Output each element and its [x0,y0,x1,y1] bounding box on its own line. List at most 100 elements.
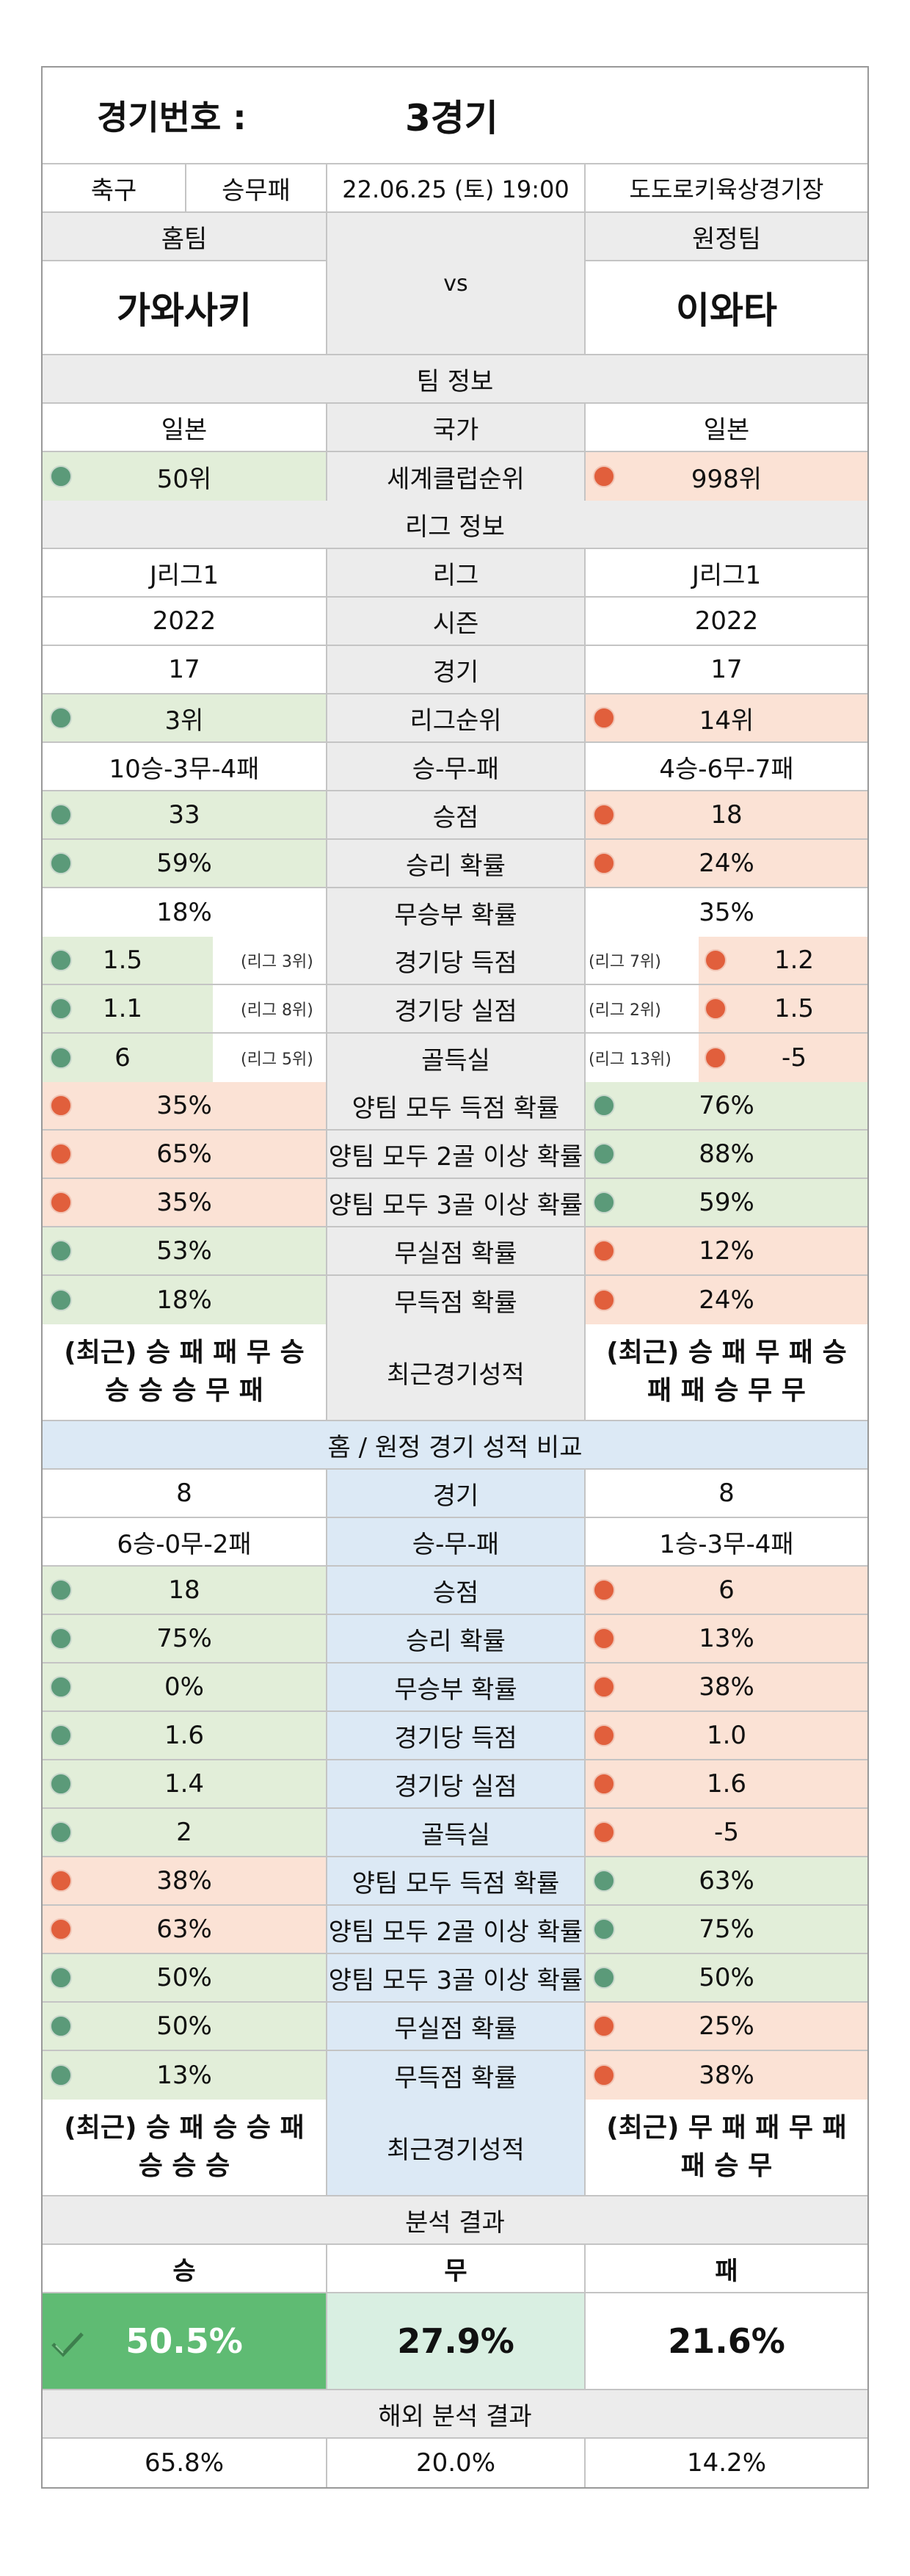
stat-row: 10승-3무-4패 승-무-패 4승-6무-7패 [43,743,867,791]
sport-cell: 축구 [43,164,186,211]
away-stat-value: 8 [718,1479,735,1508]
home-stat-value: 50% [156,1963,212,1992]
home-stat-value: 35% [156,1091,212,1120]
match-number-row: 경기번호 : 3경기 [43,68,867,164]
overseas-loss: 14.2% [686,2448,766,2478]
venue-cell: 도도로키육상경기장 [629,175,824,203]
overseas-header-row: 해외 분석 결과 [43,2390,867,2439]
stat-label: 무득점 확률 [327,2051,586,2100]
stat-label: 승-무-패 [327,1518,586,1565]
home-stat-cell: 33 [43,791,327,838]
away-stat-value: 38% [699,2061,754,2090]
away-stat-cell: 1.0 [586,1712,867,1759]
red-dot-icon [705,998,727,1020]
green-dot-icon [50,465,72,487]
recent-form-label: 최근경기성적 [327,1324,586,1420]
stat-label: 무득점 확률 [327,1276,586,1324]
home-league-rank: (리그 5위) [241,1051,313,1069]
green-dot-icon [50,1724,72,1746]
stat-label: 승점 [327,791,586,838]
away-stat-cell: 18 [586,791,867,838]
stat-label: 경기당 득점 [327,1712,586,1759]
away-stat-value: 63% [699,1866,754,1895]
stat-row-with-rank: 6 (리그 5위) 골득실 (리그 13위) -5 [43,1034,867,1082]
red-dot-icon [593,1724,615,1746]
away-stat-value: J리그1 [691,560,762,590]
loss-label: 패 [715,2256,738,2286]
home-recent-line-1: (최근) 승 패 승 승 패 [64,2112,305,2143]
red-dot-icon [50,1918,72,1940]
stat-row: 75% 승리 확률 13% [43,1615,867,1663]
home-stat-cell: 50위 [43,452,327,501]
home-stat-cell: 8 [43,1470,327,1517]
stat-row: 50% 양팀 모두 3골 이상 확률 50% [43,1954,867,2003]
away-stat-cell: 75% [586,1906,867,1953]
home-stat-value: 1.6 [164,1721,205,1750]
stat-label: 리그 [327,549,586,596]
home-stat-cell: 35% [43,1179,327,1226]
away-stat-value: 998위 [691,464,762,494]
home-stat-value: 1.5 [102,946,143,975]
recent-form-label: 최근경기성적 [327,2100,586,2195]
stat-row: 0% 무승부 확률 38% [43,1663,867,1712]
away-stat-cell: J리그1 [586,549,867,596]
result-values-row: 50.5% 27.9% 21.6% [43,2293,867,2390]
stat-label: 양팀 모두 득점 확률 [327,1857,586,1904]
match-datetime: 22.06.25 (토) 19:00 [327,164,586,211]
away-stat-value: 1.0 [706,1721,747,1750]
stat-row: 63% 양팀 모두 2골 이상 확률 75% [43,1906,867,1954]
home-stat-cell: 18 [43,1567,327,1614]
green-dot-icon [50,2064,72,2086]
away-stat-value: 24% [699,1285,754,1315]
stat-label: 무실점 확률 [327,1227,586,1274]
home-stat-cell: 1.5 (리그 3위) [43,937,327,984]
green-dot-icon [50,707,72,729]
stat-row: 3위 리그순위 14위 [43,694,867,743]
away-stat-cell: 59% [586,1179,867,1226]
green-dot-icon [50,804,72,826]
home-stat-value: 63% [156,1915,212,1944]
home-stat-cell: 38% [43,1857,327,1904]
away-stat-cell: 13% [586,1615,867,1662]
home-stat-value: 38% [156,1866,212,1895]
stat-row: 13% 무득점 확률 38% [43,2051,867,2100]
green-dot-icon [593,1143,615,1165]
home-stat-cell: 6 (리그 5위) [43,1034,327,1082]
green-dot-icon [50,1240,72,1262]
away-stat-value: 14위 [699,705,754,736]
home-stat-cell: 18% [43,1276,327,1324]
away-stat-value: 1승-3무-4패 [659,1529,794,1559]
stat-row: 50% 무실점 확률 25% [43,2003,867,2051]
away-stat-value: 6 [718,1575,735,1605]
away-stat-cell: (리그 7위) 1.2 [586,937,867,984]
stat-label: 승점 [327,1567,586,1614]
red-dot-icon [593,1821,615,1843]
red-dot-icon [593,2064,615,2086]
home-team-label: 홈팀 [43,213,326,261]
away-stat-cell: 일본 [586,404,867,451]
win-label: 승 [43,2245,327,2292]
stat-label: 무승부 확률 [327,1663,586,1710]
home-stat-value: 53% [156,1236,212,1266]
result-labels-row: 승 무 패 [43,2245,867,2293]
home-recent-line-2: 승 승 승 [138,2151,230,2181]
away-stat-value: -5 [782,1043,807,1073]
green-dot-icon [593,1095,615,1117]
away-stat-cell: 4승-6무-7패 [586,743,867,790]
away-stat-cell: 17 [586,646,867,693]
stat-label: 세계클럽순위 [327,452,586,501]
green-dot-icon [50,1628,72,1650]
home-stat-cell: 65% [43,1131,327,1178]
away-stat-cell: 76% [586,1082,867,1129]
away-stat-value: 50% [699,1963,754,1992]
home-recent-line-1: (최근) 승 패 패 무 승 [64,1337,305,1368]
away-league-rank: (리그 2위) [589,1001,661,1020]
section-title: 분석 결과 [43,2196,867,2243]
home-stat-cell: 63% [43,1906,327,1953]
home-stat-value: 8 [176,1479,192,1508]
red-dot-icon [593,804,615,826]
away-stat-cell: (리그 13위) -5 [586,1034,867,1082]
green-dot-icon [50,998,72,1020]
home-stat-value: 2 [176,1818,192,1847]
green-dot-icon [50,1967,72,1989]
